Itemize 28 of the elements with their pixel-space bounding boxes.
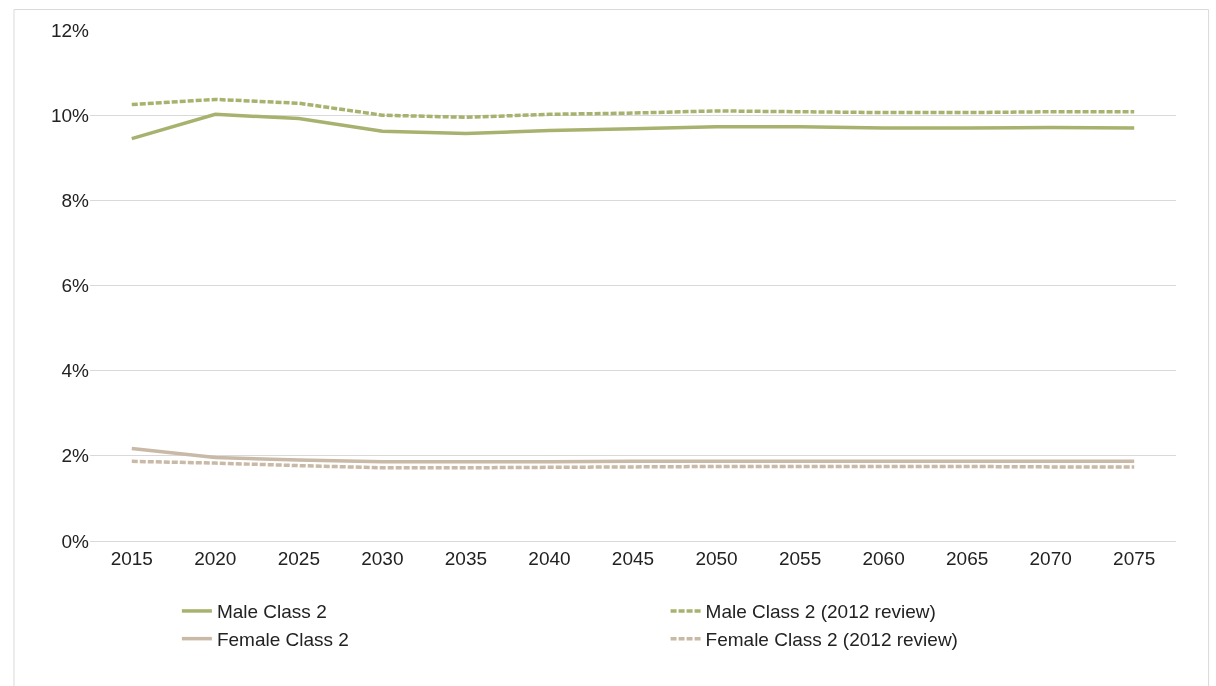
legend-label: Male Class 2 [216,601,327,623]
x-tick-label: 2015 [110,547,153,569]
y-tick-label: 8% [61,189,90,211]
line-series [130,112,1136,141]
x-tick-label: 2030 [361,547,404,569]
y-tick-label: 6% [61,275,90,297]
legend-label: Male Class 2 (2012 review) [705,601,936,623]
x-tick-label: 2035 [444,547,488,569]
y-tick-label: 12% [50,19,90,41]
x-tick-label: 2065 [946,547,989,569]
y-tick-label: 2% [61,445,90,467]
y-tick-label: 10% [50,104,90,126]
x-tick-label: 2025 [277,547,320,569]
legend-label: Female Class 2 (2012 review) [705,629,958,651]
line-series [130,459,1136,470]
x-tick-label: 2075 [1113,547,1156,569]
line-series [130,446,1136,464]
x-tick-label: 2045 [611,547,655,569]
x-tick-label: 2050 [695,547,738,569]
x-tick-label: 2055 [778,547,822,569]
x-tick-label: 2020 [194,547,237,569]
x-tick-label: 2040 [528,547,571,569]
legend-label: Female Class 2 [216,629,349,651]
x-tick-label: 2070 [1029,547,1072,569]
y-tick-label: 4% [61,360,90,382]
x-tick-label: 2060 [862,547,905,569]
y-tick-label: 0% [61,530,90,552]
line-series [130,97,1136,120]
